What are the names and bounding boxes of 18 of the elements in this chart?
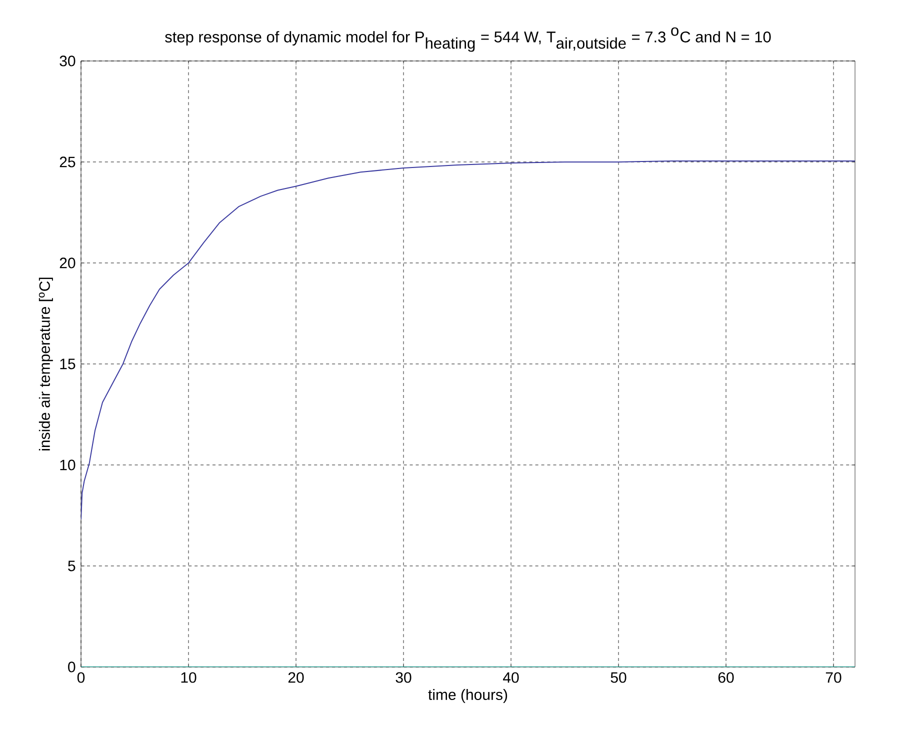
y-tick-label: 10 [60, 460, 76, 470]
y-tick-label: 0 [68, 662, 76, 672]
x-tick-label: 50 [610, 672, 626, 683]
x-tick-label: 10 [181, 672, 196, 683]
y-axis-title: inside air temperature [$^{o}$C] [38, 278, 53, 450]
y-tick-label: 20 [60, 258, 76, 268]
x-axis-title: time (hours) [428, 688, 508, 703]
x-tick-label: 0 [77, 672, 85, 683]
y-tick-label: 5 [68, 560, 76, 572]
x-tick-label: 20 [288, 672, 304, 683]
x-tick-label: 70 [826, 672, 842, 683]
y-tick-label: 25 [60, 156, 76, 168]
y-tick-label: 15 [60, 358, 76, 370]
x-tick-label: 40 [503, 672, 519, 683]
x-tick-label: 60 [718, 672, 734, 683]
x-tick-label: 30 [396, 672, 412, 683]
y-tick-label: 30 [60, 56, 76, 66]
chart-title: $\mbox{step response of dynamic model for P}_{\mbox{heating}}\mbox{ = 544 W, T}_{\mbox{air,outside}}\mbox{ = 7.3 }^{\mbox{o}}\mbox{C and N = 10}$ [165, 27, 771, 52]
